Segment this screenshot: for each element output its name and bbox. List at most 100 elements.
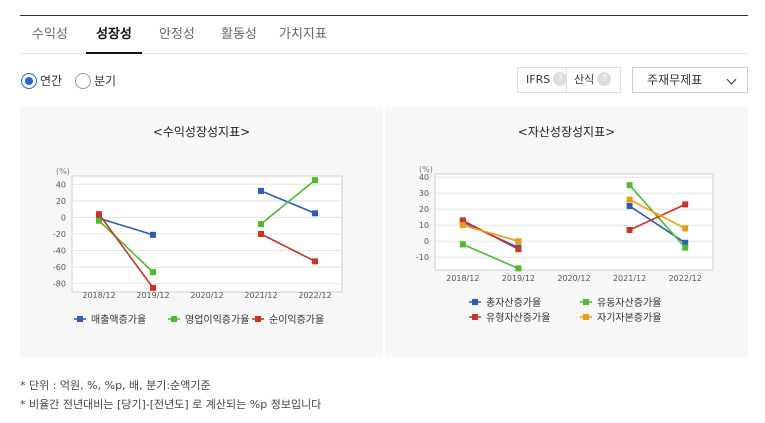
category-tabs: 수익성 성장성 안정성 활동성 가치지표	[20, 16, 748, 54]
x-tick-label: 2019/12	[502, 274, 535, 283]
y-unit-label: (%)	[419, 165, 433, 174]
x-tick-label: 2018/12	[446, 274, 479, 283]
data-point	[682, 239, 689, 246]
x-tick-label: 2019/12	[136, 291, 169, 300]
data-point	[150, 284, 156, 291]
data-point	[150, 231, 156, 238]
series-line	[98, 217, 154, 236]
legend-marker	[171, 316, 177, 322]
tab-growth[interactable]: 성장성	[86, 16, 142, 54]
y-tick-label: -80	[53, 280, 66, 289]
statement-type-value: 주재무제표	[647, 73, 703, 87]
top-divider	[20, 15, 748, 16]
legend-marker	[77, 316, 83, 322]
ifrs-label: IFRS	[526, 73, 551, 86]
y-tick-label: 10	[419, 221, 429, 230]
legend-label: 총자산증가율	[486, 297, 541, 309]
radio-annual-label: 연간	[40, 74, 63, 88]
radio-quarterly-label: 분기	[94, 74, 117, 88]
chart-title: <자산성장성지표>	[517, 125, 616, 139]
y-unit-label: (%)	[56, 167, 70, 176]
asset-growth-chart: 40 30 20 10 0 -10 (%) 2018/12 2019/12 2020/12 2021…	[416, 165, 714, 324]
help-icon[interactable]: ?	[553, 72, 568, 86]
asset-growth-chart-panel: <자산성장성지표> 40 30 20 10 0 -10 (%) 2018/12 2019/12 2…	[385, 107, 748, 357]
y-tick-label: 40	[56, 180, 66, 189]
ratio-note: * 비율간 전년대비는 [당기]-[전년도] 로 계산되는 %p 정보입니다	[20, 398, 322, 411]
y-tick-label: -10	[416, 253, 429, 262]
chart-title: <수익성장성지표>	[152, 125, 251, 139]
data-point	[258, 221, 264, 228]
tab-stability[interactable]: 안정성	[159, 27, 195, 42]
x-tick-label: 2022/12	[298, 291, 331, 300]
data-point	[258, 231, 264, 237]
legend-label: 매출액증가율	[91, 314, 146, 326]
data-point	[626, 227, 633, 233]
series-line	[462, 243, 519, 270]
formula-option[interactable]: 산식?	[566, 67, 621, 93]
formula-label: 산식	[574, 73, 595, 86]
series-line	[260, 233, 316, 263]
statement-type-select[interactable]: 주재무제표	[632, 67, 748, 93]
legend-marker	[472, 299, 478, 305]
revenue-growth-chart-panel: <수익성장성지표> 40 20 0 -20 -40 -60 -80 (%) 2018/12 201…	[20, 107, 383, 357]
legend-marker	[583, 314, 589, 320]
series-line	[462, 219, 519, 250]
series-line	[629, 198, 686, 230]
x-tick-label: 2020/12	[557, 274, 590, 283]
radio-checked-icon	[21, 72, 37, 89]
data-point	[626, 196, 633, 203]
data-point	[515, 265, 522, 272]
legend-label: 자기자본증가율	[597, 312, 661, 324]
chevron-down-icon	[726, 74, 737, 85]
revenue-growth-chart: 40 20 0 -20 -40 -60 -80 (%) 2018/12 2019/12 2020/1…	[53, 167, 343, 326]
x-tick-label: 2021/12	[613, 274, 646, 283]
data-point	[459, 217, 466, 224]
y-tick-label: -40	[53, 247, 66, 256]
series-line	[98, 213, 154, 289]
plot-area	[434, 173, 714, 271]
ifrs-option[interactable]: IFRS?	[517, 67, 568, 93]
series-line	[98, 220, 154, 273]
data-point	[312, 177, 318, 184]
y-tick-label: 0	[61, 213, 66, 222]
data-point	[626, 182, 633, 189]
data-point	[515, 246, 522, 253]
x-tick-label: 2022/12	[669, 274, 702, 283]
data-point	[312, 258, 318, 265]
data-point	[258, 187, 264, 194]
y-tick-label: 30	[419, 189, 429, 198]
y-tick-label: 20	[419, 205, 429, 214]
data-point	[96, 217, 102, 224]
data-point	[459, 241, 466, 248]
data-point	[626, 203, 633, 209]
y-tick-label: 20	[56, 197, 66, 206]
legend-label: 영업이익증가율	[185, 313, 249, 326]
y-tick-label: 40	[419, 173, 429, 182]
y-tick-label: 0	[424, 237, 429, 246]
data-point	[459, 222, 466, 229]
legend-label: 유동자산증가율	[597, 297, 661, 309]
legend-marker	[472, 314, 478, 320]
data-point	[150, 269, 156, 276]
help-icon[interactable]: ?	[597, 72, 612, 86]
radio-annual[interactable]: 연간	[21, 71, 62, 91]
data-point	[96, 211, 102, 218]
y-tick-label: -60	[53, 263, 66, 272]
tab-profitability[interactable]: 수익성	[32, 27, 68, 42]
tab-activity[interactable]: 활동성	[221, 27, 257, 42]
data-point	[682, 225, 689, 232]
y-tick-label: -20	[53, 230, 66, 239]
x-tick-label: 2021/12	[244, 291, 277, 300]
data-point	[312, 210, 318, 217]
x-tick-label: 2018/12	[82, 291, 115, 300]
series-line	[462, 224, 519, 242]
tab-value-index[interactable]: 가치지표	[279, 27, 327, 42]
legend-label: 순이익증가율	[269, 314, 324, 326]
data-point	[515, 238, 522, 245]
legend-label: 유형자산증가율	[486, 312, 550, 324]
data-point	[682, 201, 689, 208]
unit-note: * 단위 : 억원, %, %p, 배, 분기:순액기준	[20, 379, 211, 392]
legend-marker	[583, 299, 589, 305]
radio-quarterly[interactable]: 분기	[75, 71, 116, 91]
series-line	[629, 203, 686, 231]
